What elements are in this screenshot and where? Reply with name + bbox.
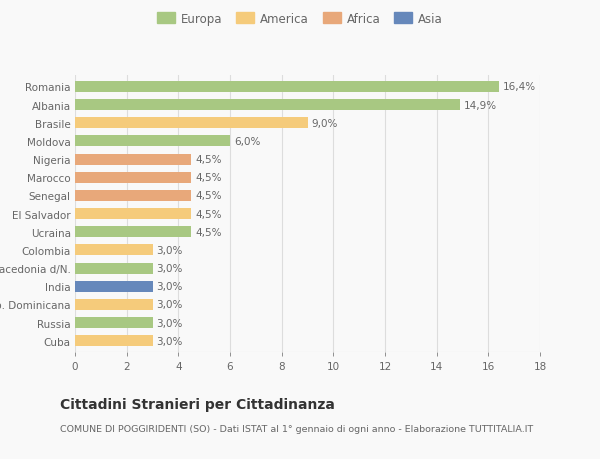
Bar bbox=[75, 318, 152, 328]
Text: 3,0%: 3,0% bbox=[157, 282, 183, 291]
Text: 4,5%: 4,5% bbox=[195, 191, 221, 201]
Bar bbox=[75, 336, 152, 347]
Bar bbox=[75, 190, 191, 202]
Text: 4,5%: 4,5% bbox=[195, 155, 221, 165]
Text: 3,0%: 3,0% bbox=[157, 246, 183, 255]
Bar bbox=[75, 118, 308, 129]
Bar bbox=[75, 100, 460, 111]
Bar bbox=[75, 299, 152, 310]
Bar bbox=[75, 245, 152, 256]
Text: 3,0%: 3,0% bbox=[157, 300, 183, 310]
Text: COMUNE DI POGGIRIDENTI (SO) - Dati ISTAT al 1° gennaio di ogni anno - Elaborazio: COMUNE DI POGGIRIDENTI (SO) - Dati ISTAT… bbox=[60, 425, 533, 434]
Text: 14,9%: 14,9% bbox=[464, 101, 497, 110]
Bar bbox=[75, 281, 152, 292]
Bar bbox=[75, 209, 191, 219]
Bar bbox=[75, 227, 191, 238]
Bar bbox=[75, 263, 152, 274]
Bar bbox=[75, 82, 499, 93]
Bar bbox=[75, 136, 230, 147]
Text: 4,5%: 4,5% bbox=[195, 209, 221, 219]
Text: 3,0%: 3,0% bbox=[157, 263, 183, 274]
Text: 9,0%: 9,0% bbox=[311, 118, 338, 129]
Text: 4,5%: 4,5% bbox=[195, 173, 221, 183]
Text: 6,0%: 6,0% bbox=[234, 137, 260, 146]
Text: 3,0%: 3,0% bbox=[157, 336, 183, 346]
Text: 16,4%: 16,4% bbox=[503, 82, 536, 92]
Text: 4,5%: 4,5% bbox=[195, 227, 221, 237]
Text: 3,0%: 3,0% bbox=[157, 318, 183, 328]
Bar bbox=[75, 173, 191, 183]
Bar bbox=[75, 154, 191, 165]
Text: Cittadini Stranieri per Cittadinanza: Cittadini Stranieri per Cittadinanza bbox=[60, 397, 335, 411]
Legend: Europa, America, Africa, Asia: Europa, America, Africa, Asia bbox=[157, 13, 443, 26]
